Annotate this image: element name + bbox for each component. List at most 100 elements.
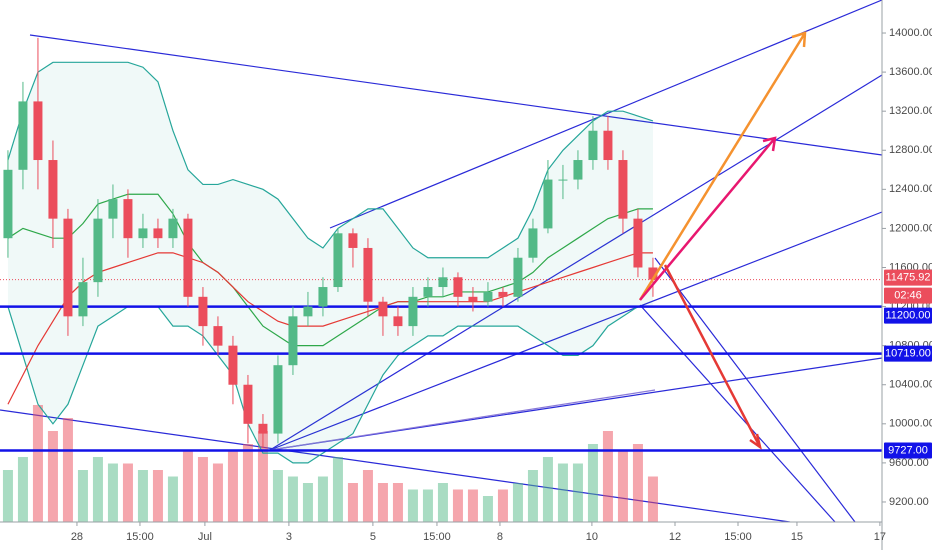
arrow [639,137,776,301]
volume-bar [47,431,58,522]
candle-body [153,228,163,239]
volume-bar [587,444,598,522]
arrow-head [791,31,807,48]
volume-bar [482,496,493,522]
candle-body [63,218,73,317]
y-tick-label: 14000.00 [889,27,932,39]
volume-bar [317,476,328,522]
volume-bar [602,431,613,522]
candle-body [408,296,418,327]
volume-bar [392,483,403,522]
x-tick-label: 15:00 [423,531,451,543]
volume-bar [437,483,448,522]
bb-basis [7,193,653,347]
volume-bar [2,470,13,522]
trend-line [654,257,856,523]
x-tick-label: 12 [669,531,681,543]
candle-body [183,218,193,297]
candle-body [3,169,13,239]
x-tick-label: 15:00 [724,531,752,543]
volume-bar [377,483,388,522]
trend-line [0,409,791,523]
candle-body [318,287,328,307]
x-tick-label: 5 [370,531,376,543]
drawings [0,0,883,523]
candle-body [468,296,478,302]
arrow [663,264,762,448]
volume-bar [107,463,118,522]
candle-body [528,228,538,258]
countdown-label: 02:46 [894,290,922,302]
x-tick-label: 28 [71,531,83,543]
x-tick-label: 15:00 [126,531,154,543]
candle-body [288,316,298,366]
y-tick-label: 10000.00 [889,418,932,430]
volume-bar [512,483,523,522]
candle-body [33,101,43,161]
arrow-head [762,136,777,152]
candle-body [198,296,208,327]
volume-bar [422,489,433,522]
level-label-box [884,442,932,459]
candle-body [423,287,433,297]
volume-bar [137,470,148,522]
volume-bar [632,444,643,522]
candle-body [498,291,508,297]
volume-bar [407,489,418,522]
volume-bar [182,450,193,522]
volume-bar [62,418,73,522]
candle-body [363,247,373,302]
candle-body [168,218,178,239]
volume-bar [362,470,373,522]
volume-bar [92,457,103,522]
volume-bar [287,476,298,522]
candle-body [333,233,343,288]
candle-body [558,179,568,181]
candle-body [648,267,658,280]
volume-bar [212,463,223,522]
candle-body [378,301,388,317]
candle-body [513,257,523,297]
time-axis [0,522,932,550]
y-tick-label: 9600.00 [889,457,929,469]
candle-body [78,282,88,317]
moving-average [7,252,653,405]
bb-lower [7,305,653,464]
candle-body [228,345,238,385]
candle-body [48,160,58,219]
volume-bar [302,483,313,522]
candle-body [573,160,583,180]
y-tick-label: 9200.00 [889,496,929,508]
volume-bar [467,489,478,522]
x-tick-label: 15 [791,531,803,543]
arrows [638,31,807,450]
volume-bar [572,463,583,522]
level-label-box [884,345,932,362]
candle-body [93,218,103,283]
y-tick-label: 12800.00 [889,144,932,156]
bb-upper [7,61,654,259]
candle-body [543,179,553,229]
arrow [638,32,807,301]
candle-body [108,199,118,219]
level-label-box [884,307,932,324]
trend-line [269,74,883,451]
trend-line [639,304,836,523]
y-tick-label: 10400.00 [889,379,932,391]
y-tick-label: 13600.00 [889,66,932,78]
x-tick-label: 8 [497,531,503,543]
volume-bar [32,405,43,522]
y-tick-label: 12000.00 [889,222,932,234]
volume-bar [257,431,268,522]
candle-body [393,316,403,327]
volume-bar [452,489,463,522]
y-tick-label: 12400.00 [889,183,932,195]
candle-body [603,130,613,161]
candle-body [138,228,148,239]
level-label: 11200.00 [885,309,930,321]
candle-body [243,384,253,424]
volume-bar [122,463,133,522]
candle-body [618,160,628,219]
trend-line [269,389,656,451]
band-fill [7,62,653,463]
